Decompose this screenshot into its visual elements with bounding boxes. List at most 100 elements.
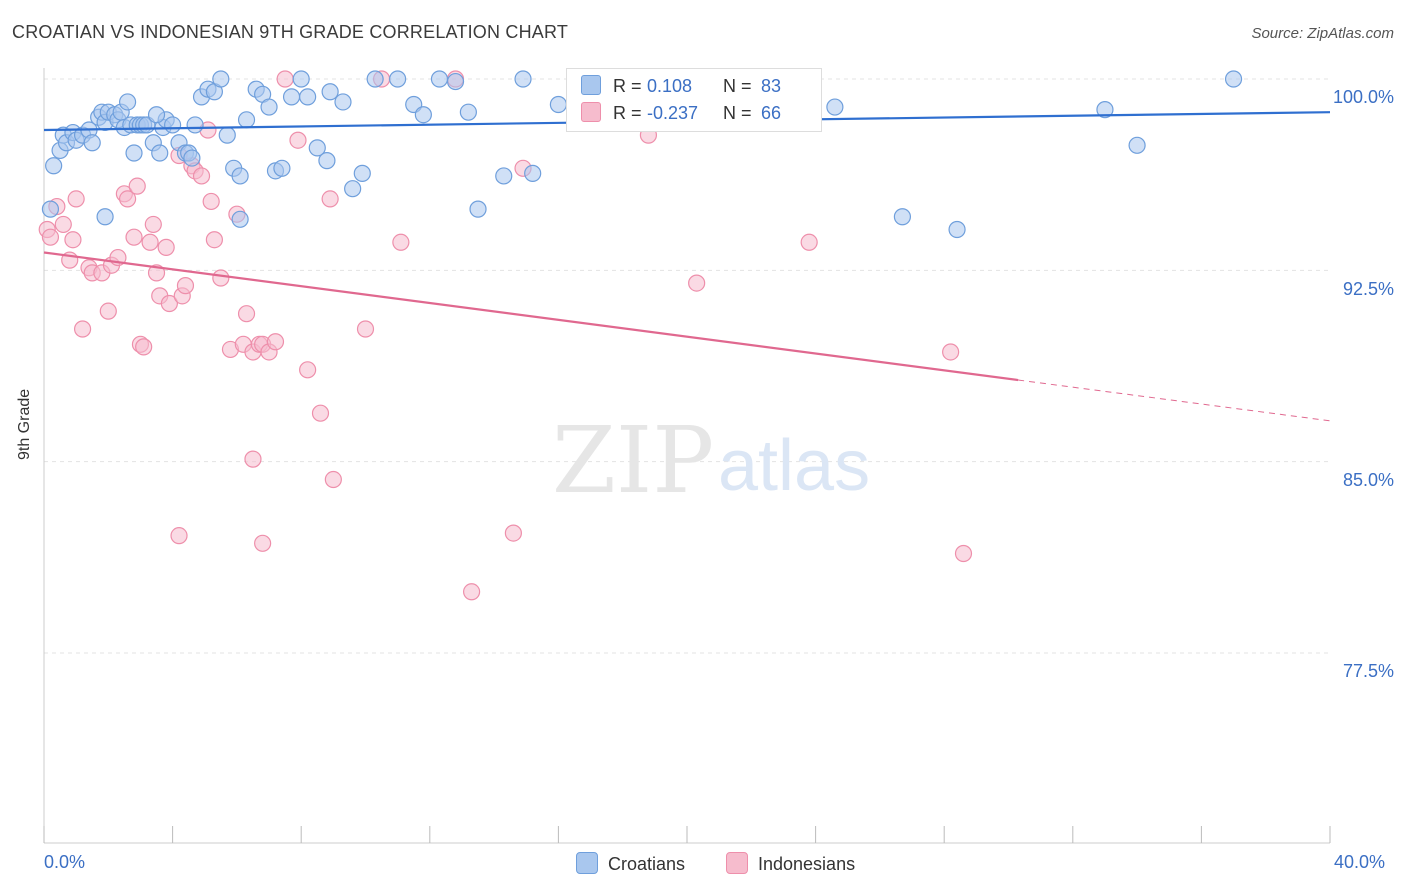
croatians-point (41, 200, 60, 218)
croatians-point (260, 98, 278, 116)
indonesians-point (202, 192, 220, 211)
croatians-point (147, 106, 166, 124)
indonesians-point (289, 131, 307, 149)
indonesians-point (688, 274, 706, 292)
source-label: Source: ZipAtlas.com (1251, 25, 1394, 42)
croatians-point (948, 220, 966, 239)
croatians-point (231, 167, 249, 185)
indonesians-point (41, 228, 60, 246)
croatians-point (446, 72, 465, 91)
n-label: N = (723, 76, 752, 96)
r-value: -0.237 (647, 103, 699, 123)
r-label: R = (613, 76, 642, 96)
croatians-point (826, 98, 844, 116)
croatians-point (1224, 70, 1243, 88)
indonesians-point (392, 233, 410, 251)
indonesians-point (64, 231, 82, 249)
legend-label: Croatians (608, 854, 686, 874)
y-tick-label: 85.0% (1342, 470, 1394, 490)
legend-swatch-pink (581, 102, 601, 122)
indonesians-point (504, 524, 522, 542)
watermark: ZIP atlas (552, 407, 870, 514)
indonesians-point (144, 215, 162, 234)
croatians-point (321, 83, 339, 101)
indonesians-point (276, 70, 294, 88)
indonesians-point (141, 233, 159, 251)
indonesians-point (954, 544, 973, 563)
croatians-point (45, 157, 63, 175)
croatians-point (186, 116, 204, 134)
croatians-point (389, 70, 407, 88)
indonesians-trend-extension (1018, 379, 1331, 422)
indonesians-point (324, 470, 342, 489)
croatians-point (282, 88, 301, 106)
legend-item-croatians: Croatians (576, 852, 685, 875)
croatians-point (353, 164, 371, 182)
indonesians-point (942, 343, 960, 361)
croatians-point (1128, 136, 1146, 154)
n-label: N = (723, 103, 752, 123)
x-tick-label: 0.0% (44, 852, 86, 872)
croatians-point (237, 111, 256, 129)
indonesians-point (311, 404, 330, 422)
indonesians-point (244, 450, 262, 468)
indonesians-point (170, 527, 188, 545)
croatians-point (893, 208, 912, 226)
axes (43, 68, 1331, 844)
indonesians-point (135, 338, 153, 356)
indonesians-point (157, 238, 175, 256)
indonesians-point (125, 228, 143, 246)
indonesians-point (54, 215, 72, 234)
legend-label: Indonesians (758, 854, 856, 874)
croatians-point (273, 159, 291, 177)
croatians-point (164, 116, 182, 134)
chart-title: CROATIAN VS INDONESIAN 9TH GRADE CORRELA… (12, 22, 569, 42)
y-axis-label: 9th Grade (16, 388, 33, 460)
n-value: 83 (761, 76, 782, 96)
y-tick-label: 92.5% (1342, 279, 1394, 299)
croatians-point (366, 70, 384, 88)
croatians-point (83, 134, 101, 152)
y-tick-label: 100.0% (1332, 87, 1394, 107)
watermark-zip: ZIP (552, 407, 714, 514)
indonesians-point (800, 233, 818, 251)
croatians-point (459, 103, 477, 121)
croatians-point (344, 180, 362, 198)
croatians-point (151, 144, 169, 162)
legend-swatch-blue (576, 852, 598, 874)
indonesians-point (356, 320, 375, 338)
indonesians-point (462, 583, 481, 601)
croatians-point (414, 106, 432, 124)
indonesians-point (128, 177, 146, 195)
croatians-point (292, 70, 310, 88)
r-value: 0.108 (647, 76, 693, 96)
indonesians-point (321, 190, 339, 208)
croatians-point (549, 95, 568, 114)
indonesians-point (205, 231, 223, 249)
croatians-point (125, 144, 143, 162)
indonesians-point (212, 269, 230, 287)
indonesians-point (67, 190, 85, 208)
croatians-point (299, 88, 317, 106)
legend-swatch-blue (581, 75, 601, 95)
croatians-point (308, 139, 326, 157)
indonesians-point (99, 302, 117, 320)
indonesians-point (237, 305, 256, 323)
indonesians-point (73, 320, 92, 338)
croatians-point (318, 152, 336, 170)
legend-item-indonesians: Indonesians (726, 852, 855, 875)
croatians-point (212, 70, 230, 88)
x-tick-label: 40.0% (1334, 852, 1386, 872)
r-label: R = (613, 103, 642, 123)
legend-swatch-pink (726, 852, 748, 874)
n-value: 66 (761, 103, 782, 123)
croatians-point (469, 200, 487, 218)
croatians-point (96, 208, 114, 226)
croatians-point (1096, 101, 1114, 119)
y-tick-label: 77.5% (1342, 661, 1394, 681)
indonesians-point (176, 277, 195, 295)
croatians-point (118, 93, 137, 111)
indonesians-point (192, 167, 211, 185)
watermark-atlas: atlas (718, 426, 870, 506)
